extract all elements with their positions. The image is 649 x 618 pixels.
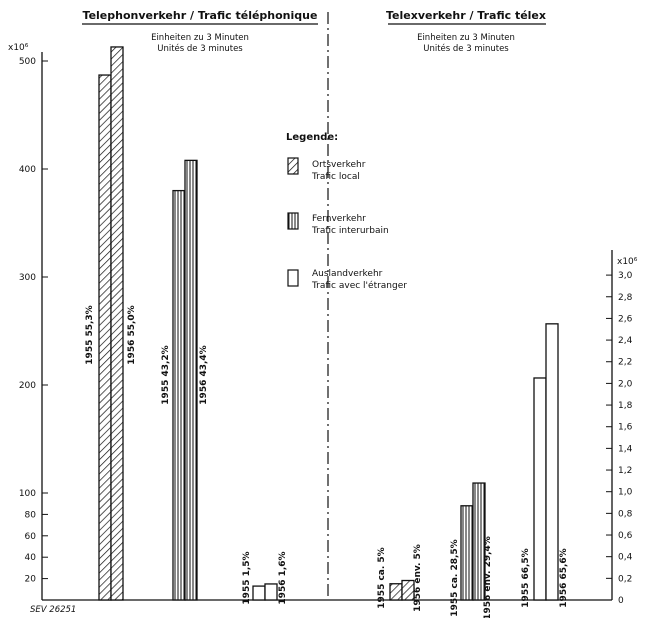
telephone-local-1956-bar [110, 46, 124, 601]
telephone-foreign-1955-label: 1955 1,5% [242, 551, 252, 604]
telephone-local-1956-label: 1956 55,0% [127, 305, 137, 364]
telephone-title: Telephonverkehr / Trafic téléphonique [83, 9, 318, 22]
telex-local-1955-label: 1955 ca. 5% [377, 547, 387, 608]
legend-swatch-local [287, 157, 299, 175]
telex-foreign-1956-bar [545, 323, 559, 601]
telephone-interurban-1956-label: 1956 43,4% [199, 345, 209, 404]
telex-tick-label: 0,6 [618, 531, 633, 541]
bar-labels-layer: 1955 55,3% 1956 55,0% 1955 43,2% 1956 43,4%… [85, 305, 569, 618]
telephone-tick-label: 80 [25, 510, 37, 520]
telephone-interurban-1955-bar [172, 189, 186, 601]
telephone-tick-label: 200 [19, 381, 36, 391]
telex-tick-label: 1,0 [618, 488, 633, 498]
legend-interurban-line2: Trafic interurbain [311, 226, 389, 236]
telephone-subtitle-1: Einheiten zu 3 Minuten [151, 33, 249, 43]
telex-interurban-1955-bar [460, 505, 474, 601]
telex-tick-label: 1,8 [618, 401, 633, 411]
legend-interurban-line1: Fernverkehr [312, 214, 366, 224]
telex-tick-label: 2,0 [618, 379, 633, 389]
telex-header: Telexverkehr / Trafic télex Einheiten zu… [386, 9, 546, 54]
telephone-tick-label: 300 [19, 273, 36, 283]
footer-code: SEV 26251 [30, 605, 76, 615]
telex-tick-label: 3,0 [618, 271, 633, 281]
telephone-foreign-1956-bar [264, 583, 278, 601]
telephone-foreign-1956-label: 1956 1,6% [278, 551, 288, 604]
telex-tick-label: 1,2 [618, 466, 632, 476]
telex-tick-label: 2,8 [618, 293, 633, 303]
legend-local-line2: Trafic local [311, 172, 360, 182]
bars-layer [98, 46, 559, 601]
telex-subtitle-1: Einheiten zu 3 Minuten [417, 33, 515, 43]
telex-title: Telexverkehr / Trafic télex [386, 9, 546, 22]
legend-foreign-line2: Trafic avec l'étranger [311, 280, 407, 291]
telex-tick-label: 2,2 [618, 358, 632, 368]
legend-local-line1: Ortsverkehr [312, 160, 366, 170]
telephone-tick-label: 40 [25, 553, 37, 563]
telex-interurban-1956-label: 1956 env. 29,4% [483, 536, 493, 618]
telex-tick-label: 1,6 [618, 423, 633, 433]
telex-local-1955-bar [389, 583, 403, 601]
legend-foreign-line1: Auslandverkehr [312, 269, 383, 279]
telex-tick-label: 0,2 [618, 574, 632, 584]
telephone-y-ticks: 20 40 60 80 100 200 300 400 500 [19, 57, 48, 585]
telephone-tick-label: 100 [19, 489, 36, 499]
telex-tick-label: 2,6 [618, 314, 633, 324]
telex-tick-label: 2,4 [618, 336, 633, 346]
telex-y-ticks: 0 0,2 0,4 0,6 0,8 1,0 1,2 1,4 1,6 1,8 2,0 2,2 2,4 2,6… [606, 271, 633, 606]
telephone-tick-label: 500 [19, 57, 36, 67]
telephone-foreign-1955-bar [252, 585, 266, 601]
telex-tick-label: 0,8 [618, 509, 633, 519]
telephone-header: Telephonverkehr / Trafic téléphonique Ei… [82, 9, 318, 54]
telex-foreign-1955-bar [533, 377, 547, 601]
telephone-local-1955-label: 1955 55,3% [85, 305, 95, 364]
telex-tick-label: 0 [618, 596, 624, 606]
legend: Legende: Ortsverkehr Trafic local Fernve… [286, 132, 407, 291]
legend-title: Legende: [286, 132, 338, 143]
telex-tick-label: 1,4 [618, 444, 633, 454]
telephone-tick-label: 20 [25, 575, 37, 585]
telex-interurban-1956-bar [472, 482, 486, 601]
telephone-unit-label: x10⁶ [8, 43, 29, 53]
telephone-interurban-1956-bar [184, 159, 198, 601]
telex-unit-label: x10⁶ [617, 257, 638, 267]
telex-interurban-1955-label: 1955 ca. 28,5% [450, 539, 460, 616]
telephone-interurban-1955-label: 1955 43,2% [161, 345, 171, 404]
telex-tick-label: 0,4 [618, 553, 633, 563]
legend-swatch-interurban [287, 212, 299, 230]
telephone-local-1955-bar [98, 74, 112, 601]
telex-foreign-1955-label: 1955 66,5% [521, 548, 531, 607]
telex-subtitle-2: Unités de 3 minutes [423, 43, 509, 54]
telephone-subtitle-2: Unités de 3 minutes [157, 43, 243, 54]
telephone-tick-label: 60 [25, 532, 37, 542]
telephone-tick-label: 400 [19, 165, 36, 175]
telex-foreign-1956-label: 1956 65,6% [559, 548, 569, 607]
telex-local-1956-bar [401, 579, 415, 601]
telex-local-1956-label: 1956 env. 5% [413, 544, 423, 612]
legend-swatch-foreign [287, 269, 299, 287]
